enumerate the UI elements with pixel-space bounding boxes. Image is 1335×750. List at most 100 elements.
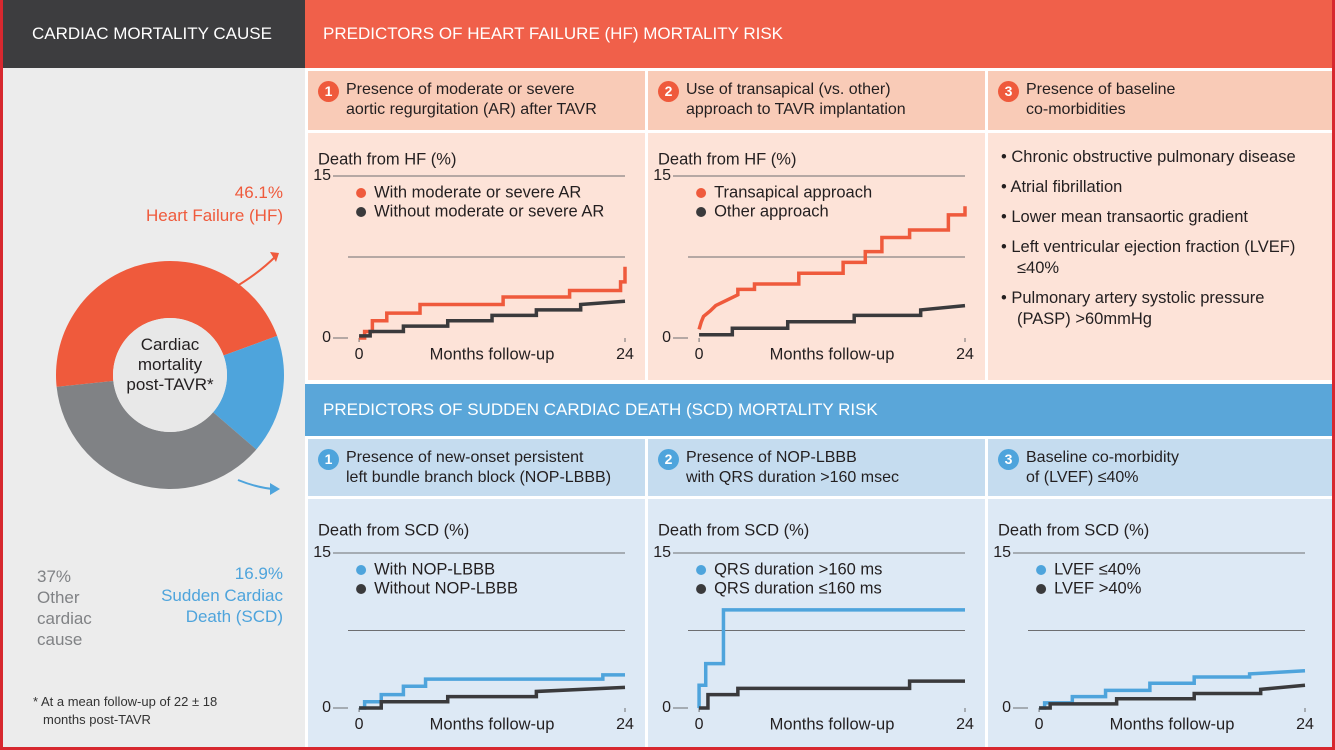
panel-heading: 2 Presence of NOP-LBBB with QRS duration >… [648,439,985,496]
y-tick-label: 15 [653,167,671,184]
footnote: * At a mean follow-up of 22 ± 18 months … [33,694,218,727]
panel-title-line: Use of transapical (vs. other) [686,81,891,98]
x-tick-label: 0 [355,716,364,733]
y-tick-label: 0 [662,699,671,716]
bullet: • Pulmonary artery systolic pressure (PA… [1001,289,1265,328]
legend-label: LVEF ≤40% [1054,560,1141,578]
y-axis-label: Death from HF (%) [658,150,796,168]
y-axis-label: Death from SCD (%) [998,521,1149,539]
panel-title-line: aortic regurgitation (AR) after TAVR [346,101,597,118]
legend-marker [696,584,707,594]
y-axis-label: Death from SCD (%) [318,521,469,539]
x-axis-label: Months follow-up [770,345,895,363]
panel-title: Use of transapical (vs. other) approach t… [686,80,906,120]
scd-header: PREDICTORS OF SUDDEN CARDIAC DEATH (SCD)… [305,384,1335,436]
hf-header: PREDICTORS OF HEART FAILURE (HF) MORTALI… [305,0,1335,68]
panel-number: 1 [318,81,339,102]
line-chart: Death from SCD (%) 0 15 0 24 Months follow-up… [993,521,1314,733]
donut-category-label: Heart Failure (HF) [146,206,283,225]
y-tick-label: 15 [993,544,1011,561]
legend-marker [356,565,367,575]
panel-number: 1 [318,449,339,470]
panel-title: Presence of new-onset persistent left bun… [346,448,611,488]
bullet: • Lower mean transaortic gradient [1001,208,1248,226]
x-tick-label: 24 [956,716,974,733]
panel-heading: 3 Presence of baseline co-morbidities [988,71,1335,130]
panel-heading: 2 Use of transapical (vs. other) approach … [648,71,985,130]
x-tick-label: 24 [1296,716,1314,733]
panel-body: Death from HF (%) 0 15 0 24 Months follow-up T… [648,133,985,380]
legend-label: QRS duration >160 ms [714,560,882,578]
panel-number: 3 [998,81,1019,102]
donut-value-label: 46.1% [234,183,283,202]
panel-title: Presence of moderate or severe aortic reg… [346,80,597,120]
x-axis-label: Months follow-up [430,715,555,733]
donut-slice [213,335,284,450]
legend-label: With moderate or severe AR [374,183,581,201]
x-axis-label: Months follow-up [770,715,895,733]
donut-value-label: 16.9% [234,564,283,583]
bullet: • Atrial fibrillation [1001,178,1123,196]
x-axis-label: Months follow-up [430,345,555,363]
panel-title: Baseline co-morbidity of (LVEF) ≤40% [1026,448,1179,488]
series-line [1039,683,1306,710]
panel-heading: 1 Presence of new-onset persistent left bu… [308,439,645,496]
legend-label: Transapical approach [714,183,872,201]
panel-title: Presence of baseline co-morbidities [1026,80,1175,120]
panel-body: Death from SCD (%) 0 15 0 24 Months follow-up… [308,499,645,750]
scd-arrow [237,479,275,490]
panel-heading: 1 Presence of moderate or severe aortic re… [308,71,645,130]
donut-center-label: Cardiac mortality post-TAVR* [126,335,214,394]
legend-marker [356,207,367,217]
panel-title-line: Presence of new-onset persistent [346,449,584,466]
legend-label: LVEF >40% [1054,579,1142,597]
x-tick-label: 0 [355,346,364,363]
panel-body: Death from SCD (%) 0 15 0 24 Months follow-up… [988,499,1335,750]
hf-arrow-head [270,252,279,262]
scd-arrow-head [270,483,280,495]
y-tick-label: 0 [1002,699,1011,716]
line-chart: Death from SCD (%) 0 15 0 24 Months follow-up… [313,521,634,733]
y-axis-label: Death from SCD (%) [658,521,809,539]
panel-body: • Chronic obstructive pulmonary disease •… [988,133,1335,380]
series-line [699,679,965,710]
y-tick-label: 15 [313,544,331,561]
y-tick-label: 15 [313,167,331,184]
donut-hole [113,318,227,432]
donut-value-label: 37% [37,567,72,586]
legend-marker [696,565,707,575]
series-line [697,206,967,330]
legend-label: QRS duration ≤160 ms [714,579,882,597]
series-line [697,608,965,708]
donut-chart [56,252,284,495]
line-chart: Death from HF (%) 0 15 0 24 Months follow-up T… [653,150,974,363]
donut-slice [56,380,257,489]
line-chart: Death from SCD (%) 0 15 0 24 Months follow-up… [653,521,974,733]
panel-heading: 3 Baseline co-morbidity of (LVEF) ≤40% [988,439,1335,496]
y-tick-label: 15 [653,544,671,561]
donut-category-label: Sudden Cardiac Death (SCD) [161,586,283,626]
bullet: • Left ventricular ejection fraction (LV… [1001,238,1296,277]
donut-category-label: Other cardiac cause [37,588,92,649]
x-tick-label: 0 [695,346,704,363]
legend-marker [1036,584,1047,594]
panel-body: Death from SCD (%) 0 15 0 24 Months follow-up… [648,499,985,750]
panel-number: 3 [998,449,1019,470]
panel-title-line: of (LVEF) ≤40% [1026,469,1139,486]
panel-title-line: Baseline co-morbidity [1026,449,1179,466]
legend-label: Without moderate or severe AR [374,202,604,220]
left-header: CARDIAC MORTALITY CAUSE [0,0,305,68]
legend-marker [696,188,707,198]
panel-title-line: with QRS duration >160 msec [686,469,899,486]
panel-title-line: Presence of moderate or severe [346,81,575,98]
x-tick-label: 0 [1035,716,1044,733]
y-axis-label: Death from HF (%) [318,150,456,168]
donut-slice [56,261,278,387]
x-tick-label: 0 [695,716,704,733]
bullet: • Chronic obstructive pulmonary disease [1001,148,1296,166]
legend-marker [356,584,367,594]
series-line [699,303,966,337]
y-tick-label: 0 [322,699,331,716]
panel-title-line: co-morbidities [1026,101,1126,118]
